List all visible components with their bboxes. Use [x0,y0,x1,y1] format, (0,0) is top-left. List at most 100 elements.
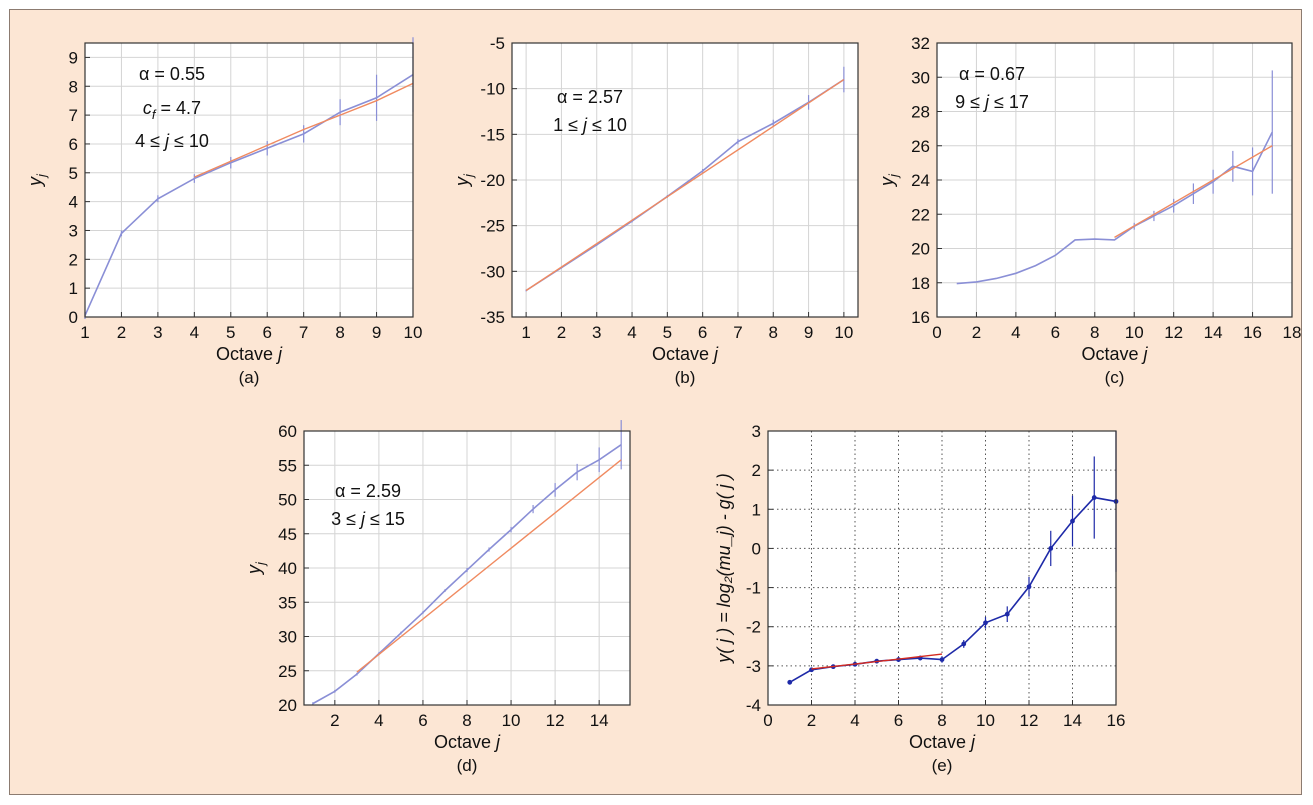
y-tick-label: 20 [278,696,297,715]
x-tick-label: 8 [462,711,471,730]
x-tick-label: 8 [937,711,946,730]
x-axis-label: Octave j [434,732,501,752]
chart-d: 2 4 6 8 10 12 14 20 25 30 35 40 45 50 55 60 Octave j (d) y… [244,420,631,775]
fit-line [525,78,845,292]
data-point [787,679,793,685]
x-tick-label: 10 [502,711,521,730]
data-series-line [84,74,414,316]
y-axis-label: yj [25,173,49,188]
y-tick-label: -30 [480,262,505,281]
x-tick-label: 14 [1063,711,1082,730]
fit-line [194,82,414,178]
y-tick-label: 22 [911,205,930,224]
data-point [1091,495,1097,500]
x-tick-label: 7 [299,323,308,342]
x-tick-label: 2 [972,323,981,342]
fit-line [1114,145,1273,238]
x-tick-label: 8 [1090,323,1099,342]
y-tick-label: 0 [752,539,761,558]
x-axis-label: Octave j [909,732,976,752]
annotation: 4 ≤ j ≤ 10 [135,131,209,151]
annotation: α = 0.55 [139,64,205,84]
annotation: cf = 4.7 [143,98,201,122]
y-tick-label: 60 [278,422,297,441]
x-tick-label: 2 [557,323,566,342]
x-tick-label: 1 [80,323,89,342]
x-tick-label: 5 [663,323,672,342]
data-point [1048,546,1054,551]
chart-caption: (c) [1105,368,1125,387]
y-tick-label: 28 [911,103,930,122]
x-tick-label: 16 [1107,711,1126,730]
x-tick-label: 0 [763,711,772,730]
chart-caption: (b) [675,368,696,387]
y-tick-label: 32 [911,34,930,53]
annotation: α = 2.59 [335,481,401,501]
x-tick-label: 12 [546,711,565,730]
x-tick-label: 6 [1051,323,1060,342]
chart-c: 0 2 4 6 8 10 12 14 16 18161820222426283032Octave … [877,34,1301,387]
data-point [939,657,945,662]
x-tick-label: 4 [374,711,383,730]
x-tick-label: 10 [1125,323,1144,342]
y-tick-label: 1 [69,279,78,298]
x-tick-label: 4 [850,711,859,730]
x-tick-label: 6 [262,323,271,342]
x-tick-label: 10 [976,711,995,730]
data-point [1004,611,1010,617]
y-tick-label: 30 [911,68,930,87]
x-tick-label: 6 [418,711,427,730]
data-point [961,641,967,647]
y-axis-label: yj [244,561,268,576]
x-tick-label: 2 [807,711,816,730]
y-tick-label: -20 [480,171,505,190]
y-tick-label: 5 [69,164,78,183]
x-tick-label: 6 [894,711,903,730]
y-tick-label: 25 [278,662,297,681]
y-tick-label: -15 [480,125,505,144]
x-axis-label: Octave j [652,344,719,364]
y-tick-label: 50 [278,491,297,510]
x-tick-label: 18 [1283,323,1302,342]
data-series-line [525,78,845,292]
y-axis-label: yj [452,173,476,188]
annotation: α = 0.67 [959,64,1025,84]
y-axis-label: yj [877,173,901,188]
chart-caption: (a) [239,368,260,387]
data-point [1070,518,1075,524]
x-tick-label: 14 [590,711,609,730]
y-tick-label: 20 [911,240,930,259]
x-tick-label: 8 [769,323,778,342]
y-tick-label: 30 [278,628,297,647]
y-tick-label: -25 [480,217,505,236]
y-tick-label: 4 [69,193,78,212]
y-tick-label: -5 [490,34,505,53]
y-tick-label: 55 [278,456,297,475]
y-tick-label: 8 [69,77,78,96]
x-axis-label: Octave j [216,344,283,364]
y-tick-label: -1 [746,579,761,598]
y-tick-label: 2 [752,461,761,480]
annotation: 3 ≤ j ≤ 15 [331,509,405,529]
y-tick-label: 2 [69,250,78,269]
y-tick-label: -10 [480,80,505,99]
y-tick-label: 35 [278,593,297,612]
y-tick-label: 3 [752,422,761,441]
y-tick-label: 3 [69,221,78,240]
x-tick-label: 16 [1243,323,1262,342]
y-tick-label: 0 [69,308,78,327]
y-tick-label: 7 [69,106,78,125]
x-tick-label: 7 [733,323,742,342]
annotation: 1 ≤ j ≤ 10 [553,115,627,135]
x-tick-label: 10 [834,323,853,342]
y-tick-label: 18 [911,274,930,293]
y-tick-label: -4 [746,696,761,715]
x-tick-label: 4 [1011,323,1020,342]
plot-area [85,43,413,317]
y-tick-label: 24 [911,171,930,190]
x-tick-label: 2 [330,711,339,730]
x-tick-label: 4 [190,323,199,342]
